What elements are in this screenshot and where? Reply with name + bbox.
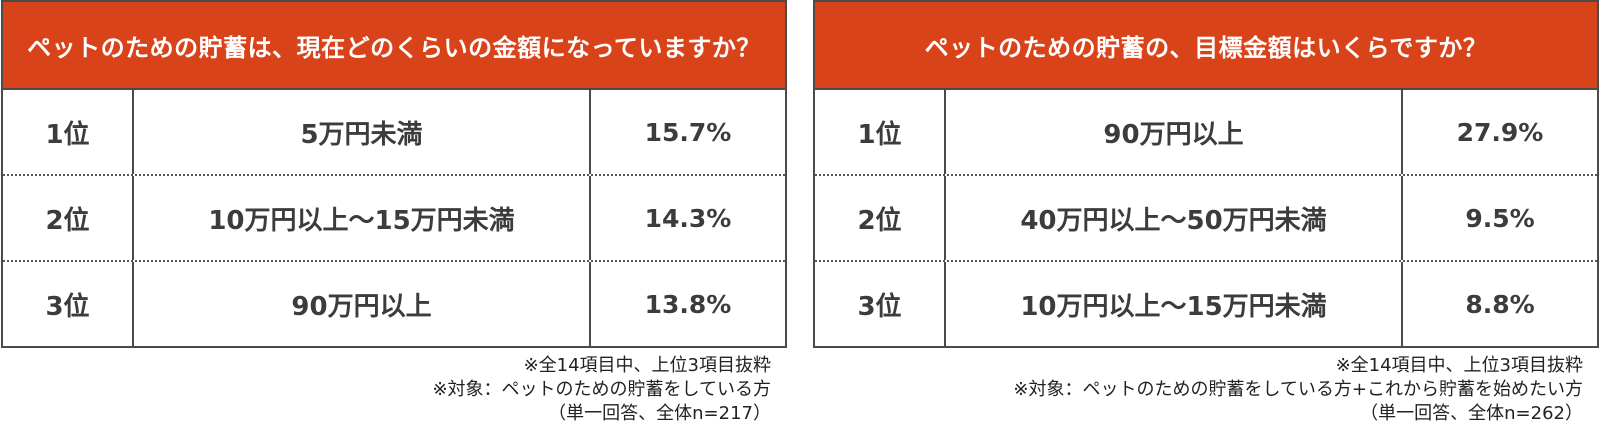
rank-cell: 3位 [815, 262, 946, 346]
rank-cell: 1位 [3, 90, 134, 174]
ranking-panel-current-savings: ペットのための貯蓄は、現在どのくらいの金額になっていますか？ 1位 5万円未満 … [1, 0, 787, 426]
table-row: 1位 5万円未満 15.7% [3, 90, 785, 174]
footnote-sample: （単一回答、全体n=217） [548, 403, 771, 424]
rank-cell: 3位 [3, 262, 134, 346]
table-row: 2位 10万円以上～15万円未満 14.3% [3, 174, 785, 260]
table-row: 1位 90万円以上 27.9% [815, 90, 1597, 174]
footnote-scope: ※全14項目中、上位3項目抜粋 [523, 355, 771, 376]
label-cell: 90万円以上 [134, 262, 591, 346]
value-cell: 14.3% [644, 203, 732, 233]
table-row: 3位 90万円以上 13.8% [3, 260, 785, 346]
footnote-sample: （単一回答、全体n=262） [1360, 403, 1583, 424]
value-cell: 15.7% [644, 117, 732, 147]
label-cell: 10万円以上～15万円未満 [134, 176, 591, 260]
label-cell: 40万円以上～50万円未満 [946, 176, 1403, 260]
footnote-scope: ※全14項目中、上位3項目抜粋 [1335, 355, 1583, 376]
footnotes: ※全14項目中、上位3項目抜粋 ※対象：ペットのための貯蓄をしている方+これから… [813, 354, 1599, 426]
label-cell: 90万円以上 [946, 90, 1403, 174]
rank-cell: 1位 [815, 90, 946, 174]
rank-cell: 2位 [3, 176, 134, 260]
label-cell: 10万円以上～15万円未満 [946, 262, 1403, 346]
value-cell: 9.5% [1465, 203, 1535, 233]
value-cell: 13.8% [644, 289, 732, 319]
footnotes: ※全14項目中、上位3項目抜粋 ※対象：ペットのための貯蓄をしている方 （単一回… [1, 354, 787, 426]
ranking-panel-target-savings: ペットのための貯蓄の、目標金額はいくらですか？ 1位 90万円以上 27.9% … [813, 0, 1599, 426]
ranking-table: ペットのための貯蓄の、目標金額はいくらですか？ 1位 90万円以上 27.9% … [813, 0, 1599, 348]
footnote-target: ※対象：ペットのための貯蓄をしている方+これから貯蓄を始めたい方 [1013, 379, 1583, 400]
value-cell: 27.9% [1456, 117, 1544, 147]
footnote-target: ※対象：ペットのための貯蓄をしている方 [432, 379, 771, 400]
ranking-table: ペットのための貯蓄は、現在どのくらいの金額になっていますか？ 1位 5万円未満 … [1, 0, 787, 348]
table-row: 2位 40万円以上～50万円未満 9.5% [815, 174, 1597, 260]
rank-cell: 2位 [815, 176, 946, 260]
table-row: 3位 10万円以上～15万円未満 8.8% [815, 260, 1597, 346]
label-cell: 5万円未満 [134, 90, 591, 174]
table-header-title: ペットのための貯蓄は、現在どのくらいの金額になっていますか？ [3, 2, 785, 90]
value-cell: 8.8% [1465, 289, 1535, 319]
table-header-title: ペットのための貯蓄の、目標金額はいくらですか？ [815, 2, 1597, 90]
